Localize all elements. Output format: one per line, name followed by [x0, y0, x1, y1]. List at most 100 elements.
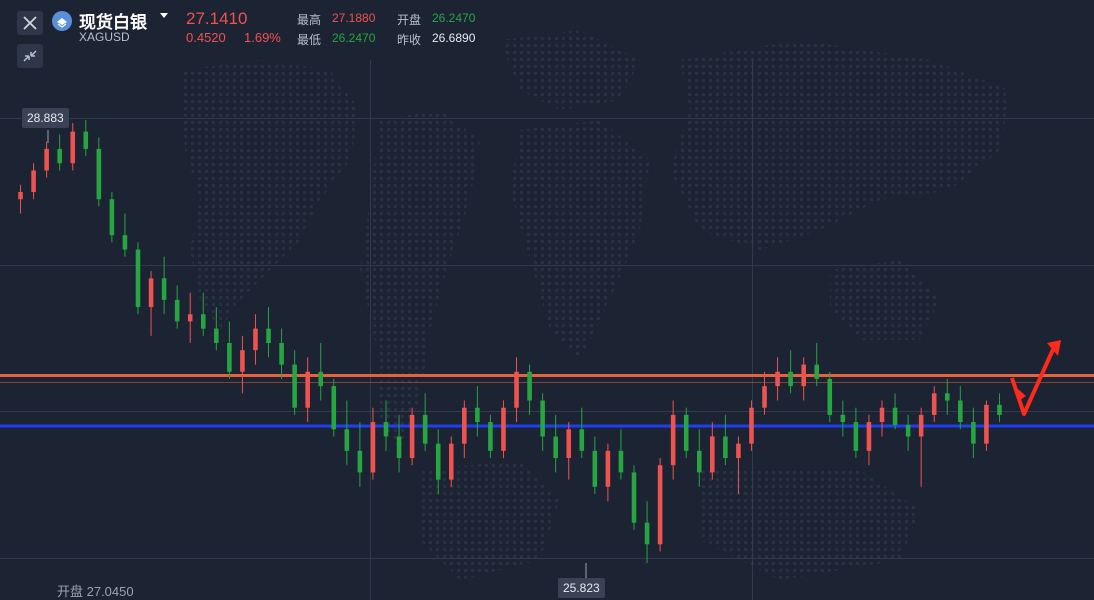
candle-up[interactable] — [657, 465, 663, 545]
candle-down[interactable] — [475, 407, 480, 423]
candle-down[interactable] — [853, 422, 859, 451]
candle-down[interactable] — [788, 371, 793, 387]
candle-up[interactable] — [448, 443, 454, 480]
candle-down[interactable] — [840, 414, 846, 423]
max-price-tag: 28.883 — [22, 108, 69, 128]
candle-up[interactable] — [984, 404, 989, 444]
candle-up[interactable] — [253, 328, 258, 351]
candle-up[interactable] — [409, 414, 415, 459]
close-button[interactable] — [17, 11, 43, 35]
candle-up[interactable] — [866, 422, 872, 451]
candle-down[interactable] — [958, 400, 963, 423]
candle-down[interactable] — [174, 299, 180, 322]
candle-down[interactable] — [122, 235, 128, 250]
candle-up[interactable] — [501, 407, 506, 451]
candle-up[interactable] — [187, 314, 193, 322]
candle-up[interactable] — [462, 407, 467, 444]
candle-down[interactable] — [109, 199, 115, 236]
candle-up[interactable] — [736, 443, 741, 459]
candle-up[interactable] — [605, 450, 611, 487]
candle-up[interactable] — [879, 407, 885, 423]
candle-down[interactable] — [971, 422, 976, 444]
high-value: 27.1880 — [332, 11, 376, 25]
candle-down[interactable] — [435, 443, 441, 480]
candle-up[interactable] — [670, 414, 676, 466]
candle-down[interactable] — [96, 148, 102, 200]
candle-down[interactable] — [905, 424, 911, 437]
candle-down[interactable] — [227, 343, 232, 372]
candle-down[interactable] — [683, 414, 689, 451]
candle-down[interactable] — [344, 429, 350, 451]
candle-down[interactable] — [161, 278, 167, 300]
candle-up[interactable] — [44, 148, 49, 171]
candle-down[interactable] — [814, 364, 820, 379]
candle-down[interactable] — [644, 522, 650, 545]
grid-lines — [0, 60, 1094, 600]
chevron-down-icon[interactable] — [160, 13, 168, 18]
candle-down[interactable] — [318, 371, 324, 387]
candle-up[interactable] — [566, 429, 572, 459]
candle-up[interactable] — [70, 131, 76, 164]
candle-down[interactable] — [488, 422, 493, 451]
candle-up[interactable] — [775, 371, 780, 387]
candle-up[interactable] — [148, 278, 154, 308]
candle-up[interactable] — [370, 422, 376, 473]
instrument-title[interactable]: 现货白银 — [79, 13, 147, 32]
low-value: 26.2470 — [332, 31, 376, 45]
candle-down[interactable] — [892, 407, 898, 425]
candle-up[interactable] — [762, 386, 767, 408]
candle-down[interactable] — [200, 314, 206, 329]
candle-down[interactable] — [383, 422, 389, 437]
prev-close-label: 昨收 — [397, 33, 422, 47]
min-price-tag: 25.823 — [558, 578, 605, 598]
candle-down[interactable] — [553, 436, 558, 459]
candle-up[interactable] — [801, 364, 806, 387]
candle-down[interactable] — [292, 364, 297, 408]
candle-down[interactable] — [618, 450, 624, 473]
candle-down[interactable] — [135, 249, 141, 308]
candle-up[interactable] — [749, 407, 754, 444]
candle-down[interactable] — [592, 450, 598, 487]
instrument-symbol: XAGUSD — [79, 30, 130, 44]
candle-up[interactable] — [305, 371, 310, 408]
candle-down[interactable] — [527, 371, 532, 401]
candle-down[interactable] — [696, 450, 702, 473]
close-icon — [23, 16, 37, 30]
candle-up[interactable] — [710, 436, 715, 473]
candle-down[interactable] — [396, 436, 402, 459]
candle-down[interactable] — [57, 148, 62, 164]
candle-down[interactable] — [540, 400, 545, 437]
candle-down[interactable] — [331, 386, 337, 430]
candle-up[interactable] — [931, 393, 937, 415]
low-label: 最低 — [297, 33, 322, 47]
candle-down[interactable] — [83, 131, 89, 149]
footer-open-text: 开盘 27.0450 — [57, 584, 134, 599]
open-label: 开盘 — [397, 13, 422, 27]
candle-up[interactable] — [18, 192, 23, 200]
candle-down[interactable] — [214, 328, 219, 343]
world-map-background — [180, 30, 1010, 580]
candle-down[interactable] — [357, 450, 363, 473]
candle-down[interactable] — [997, 404, 1002, 415]
candle-up[interactable] — [918, 414, 924, 437]
candle-up[interactable] — [31, 170, 36, 193]
candle-up[interactable] — [240, 350, 245, 372]
candle-down[interactable] — [266, 328, 271, 343]
high-label: 最高 — [297, 13, 322, 27]
price-change-percent: 1.69% — [244, 30, 281, 45]
price-change: 0.4520 — [186, 30, 226, 45]
candle-down[interactable] — [631, 472, 637, 523]
last-price: 27.1410 — [186, 9, 248, 28]
candle-down[interactable] — [723, 436, 728, 459]
candle-down[interactable] — [579, 429, 585, 451]
candle-down[interactable] — [422, 414, 428, 444]
candle-down[interactable] — [827, 378, 833, 415]
candle-down[interactable] — [944, 393, 950, 401]
candles-group — [18, 120, 1002, 563]
collapse-arrows-icon — [23, 50, 37, 62]
collapse-button[interactable] — [17, 44, 43, 68]
candle-down[interactable] — [279, 343, 284, 365]
candle-up[interactable] — [514, 371, 519, 408]
